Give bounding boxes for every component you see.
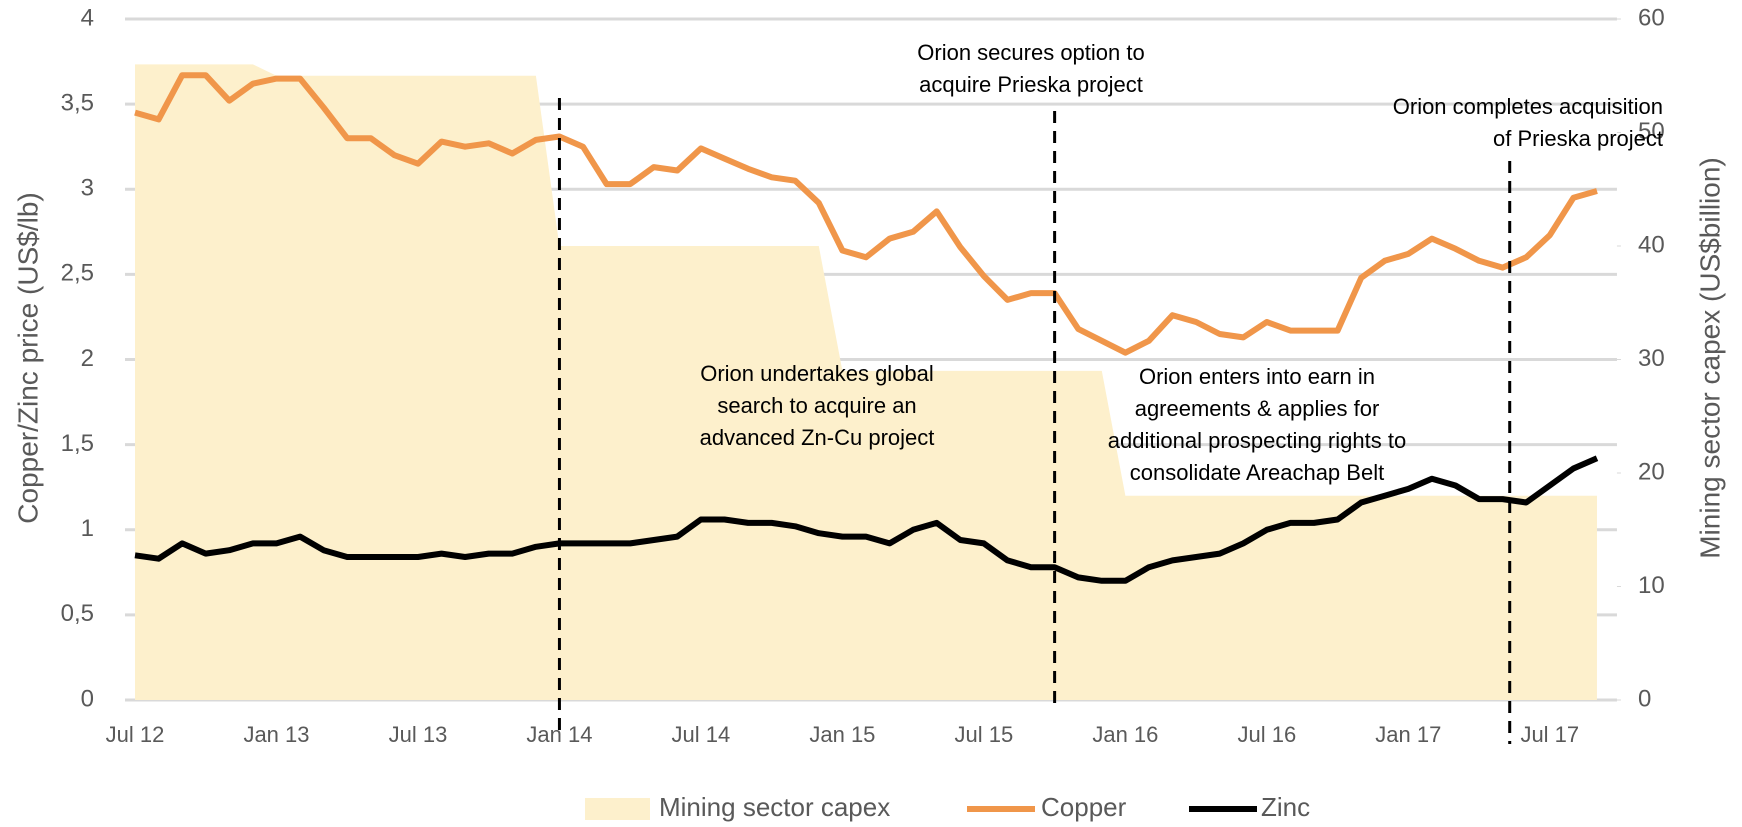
y-tick-label: 3 — [81, 175, 94, 202]
y-axis-title: Copper/Zinc price (US$/lb) — [12, 192, 43, 523]
areas — [135, 64, 1597, 700]
line — [134, 455, 1599, 584]
annotation: Orion enters into earn in — [1139, 364, 1375, 389]
annotation: consolidate Areachap Belt — [1130, 460, 1384, 485]
x-tick-label: Jul 14 — [672, 722, 731, 747]
x-tick-label: Jan 13 — [243, 722, 309, 747]
legend-swatch — [585, 798, 650, 820]
y-tick-label: 2,5 — [61, 260, 94, 287]
annotation: Orion secures option to — [917, 40, 1144, 65]
line — [134, 72, 1598, 356]
annotation: agreements & applies for — [1135, 396, 1380, 421]
y-tick-label: 1,5 — [61, 430, 94, 457]
area — [135, 64, 1597, 700]
x-tick-label: Jul 12 — [106, 722, 165, 747]
x-tick-label: Jul 15 — [955, 722, 1014, 747]
y2-tick-label: 50 — [1638, 118, 1665, 145]
annotation: Orion undertakes global — [700, 361, 934, 386]
annotation: Orion completes acquisition — [1393, 94, 1663, 119]
x-tick-label: Jan 17 — [1375, 722, 1441, 747]
y-tick-label: 0,5 — [61, 600, 94, 627]
x-tick-label: Jan 15 — [809, 722, 875, 747]
annotation: acquire Prieska project — [919, 72, 1143, 97]
y-tick-label: 1 — [81, 515, 94, 542]
y2-axis-title: Mining sector capex (US$billion) — [1694, 157, 1725, 559]
y-tick-label: 2 — [81, 345, 94, 372]
y2-tick-label: 30 — [1638, 345, 1665, 372]
y-tick-label: 3,5 — [61, 89, 94, 116]
y2-tick-label: 20 — [1638, 458, 1665, 485]
x-tick-label: Jul 16 — [1237, 722, 1296, 747]
annotation: search to acquire an — [717, 393, 916, 418]
annotation: advanced Zn-Cu project — [700, 425, 935, 450]
legend-label: Mining sector capex — [659, 792, 890, 822]
y2-tick-label: 40 — [1638, 231, 1665, 258]
x-tick-label: Jul 17 — [1520, 722, 1579, 747]
y2-tick-label: 10 — [1638, 572, 1665, 599]
legend-label: Copper — [1041, 792, 1127, 822]
x-tick-label: Jan 16 — [1092, 722, 1158, 747]
y-tick-label: 0 — [81, 685, 94, 712]
annotation: additional prospecting rights to — [1108, 428, 1406, 453]
legend-label: Zinc — [1261, 792, 1310, 822]
y-tick-label: 4 — [81, 4, 94, 31]
y2-tick-label: 60 — [1638, 4, 1665, 31]
annotation: of Prieska project — [1493, 126, 1663, 151]
x-tick-label: Jul 13 — [389, 722, 448, 747]
y2-tick-label: 0 — [1638, 685, 1651, 712]
